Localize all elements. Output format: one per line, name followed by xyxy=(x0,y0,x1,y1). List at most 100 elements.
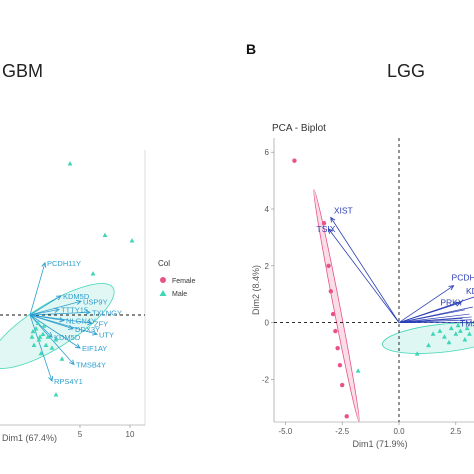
lgg-female-point xyxy=(292,158,297,163)
gbm-arrowhead xyxy=(54,307,61,313)
lgg-x-tick-label: -5.0 xyxy=(278,427,292,436)
gbm-x-tick-label: 10 xyxy=(126,430,135,439)
gbm-variable-label: TTTY15 xyxy=(61,306,88,315)
gbm-arrow xyxy=(29,311,91,316)
lgg-x-tick-label: -2.5 xyxy=(335,427,349,436)
lgg-x-axis-label: Dim1 (71.9%) xyxy=(352,439,407,449)
lgg-male-point xyxy=(355,368,361,373)
gbm-variable-label: TXLNGY xyxy=(92,308,122,317)
gbm-arrow xyxy=(29,314,81,349)
lgg-female-point xyxy=(321,221,327,226)
gbm-variable-label: NLGN4Y xyxy=(66,317,96,326)
gbm-male-point xyxy=(49,345,55,350)
gbm-legend-male-label: Male xyxy=(172,291,187,298)
lgg-arrowhead xyxy=(327,228,334,234)
lgg-male-point xyxy=(426,342,431,348)
lgg-male-point xyxy=(453,331,459,336)
lgg-y-tick-label: -2 xyxy=(262,375,270,384)
gbm-variable-label: UTY xyxy=(99,330,114,339)
gbm-male-ellipse xyxy=(0,283,115,369)
gbm-ellipses xyxy=(0,283,115,369)
gbm-male-point xyxy=(67,161,73,166)
lgg-x-tick-label: 2.5 xyxy=(450,427,462,436)
gbm-variable-label: RPS4Y1 xyxy=(54,377,83,386)
gbm-arrowhead xyxy=(74,343,81,349)
gbm-male-point xyxy=(102,232,108,238)
lgg-arrowhead xyxy=(448,285,455,291)
lgg-points xyxy=(292,158,472,419)
lgg-title: LGG xyxy=(387,61,425,81)
gbm-male-point xyxy=(30,328,36,334)
legend-male-marker xyxy=(159,290,167,296)
gbm-male-point xyxy=(35,320,41,326)
lgg-variable-label: KD xyxy=(466,286,474,296)
lgg-variable-label: PRKY xyxy=(440,298,463,308)
lgg-female-ellipse xyxy=(313,189,360,422)
gbm-male-point xyxy=(33,326,39,331)
lgg-y-tick-label: 2 xyxy=(265,262,270,271)
lgg-arrow xyxy=(398,296,474,323)
gbm-variable-arrows xyxy=(29,261,98,382)
gbm-variable-label: TMSB4Y xyxy=(76,361,106,370)
lgg-male-point xyxy=(414,351,420,356)
lgg-arrow xyxy=(398,306,473,323)
gbm-male-point xyxy=(43,342,49,348)
lgg-male-point xyxy=(437,328,443,333)
gbm-male-point xyxy=(45,334,51,339)
gbm-points xyxy=(29,161,135,397)
lgg-ticks: -2 0 2 4 6 -5.0 -2.5 0.0 2.5 xyxy=(262,148,462,436)
lgg-female-point xyxy=(326,263,331,268)
gbm-variable-label: KDM5D xyxy=(63,292,90,301)
gbm-variable-label: KDM5D xyxy=(54,333,81,342)
lgg-arrowhead xyxy=(455,301,462,307)
lgg-variable-label: TSIX xyxy=(317,224,336,234)
gbm-variable-label: EIF1AY xyxy=(82,344,107,353)
gbm-arrow xyxy=(29,314,98,335)
gbm-arrowhead xyxy=(85,309,92,316)
panel-b-letter: B xyxy=(246,41,256,57)
lgg-y-axis-label: Dim2 (8.4%) xyxy=(251,265,261,315)
gbm-axes xyxy=(0,150,146,426)
lgg-axes xyxy=(273,138,474,423)
gbm-male-point xyxy=(41,323,47,328)
gbm-variable-label: ZFY xyxy=(94,319,108,328)
gbm-arrow xyxy=(29,262,46,316)
lgg-female-point xyxy=(330,311,336,317)
gbm-variable-label: PCDH11Y xyxy=(47,259,81,268)
lgg-male-point xyxy=(464,325,470,331)
lgg-variable-label: PCDH11Y xyxy=(452,273,474,283)
gbm-male-point xyxy=(90,271,96,276)
gbm-x-axis-label: Dim1 (67.4%) xyxy=(2,433,57,443)
lgg-female-point xyxy=(344,414,349,419)
gbm-arrowhead xyxy=(55,295,62,301)
gbm-x-tick-label: 5 xyxy=(78,430,83,439)
gbm-arrowhead xyxy=(76,299,82,305)
gbm-arrow xyxy=(29,295,62,316)
lgg-female-point xyxy=(328,289,334,294)
lgg-variable-labels: XIST TSIX PCDH11Y PRKYKD TMS xyxy=(317,206,474,329)
gbm-arrowhead xyxy=(91,330,98,336)
lgg-y-tick-label: 6 xyxy=(265,148,270,157)
lgg-arrowhead xyxy=(330,216,336,223)
lgg-arrow xyxy=(330,217,400,323)
gbm-variable-label: USP9Y xyxy=(83,297,108,306)
lgg-female-point xyxy=(335,345,340,351)
gbm-title: GBM xyxy=(2,61,43,81)
lgg-male-point xyxy=(448,325,454,331)
lgg-arrow xyxy=(398,313,470,323)
lgg-arrow xyxy=(398,319,472,323)
gbm-legend: Col Female Male xyxy=(158,259,195,298)
gbm-male-point xyxy=(53,392,59,397)
gbm-arrow xyxy=(29,314,93,324)
lgg-male-ellipse xyxy=(382,322,474,354)
gbm-arrowhead xyxy=(41,261,47,268)
gbm-male-point xyxy=(36,337,42,342)
lgg-variable-label: XIST xyxy=(334,206,353,216)
lgg-female-point xyxy=(339,382,345,388)
lgg-male-point xyxy=(446,339,452,345)
lgg-arrow xyxy=(328,228,400,323)
gbm-male-point xyxy=(29,334,35,339)
